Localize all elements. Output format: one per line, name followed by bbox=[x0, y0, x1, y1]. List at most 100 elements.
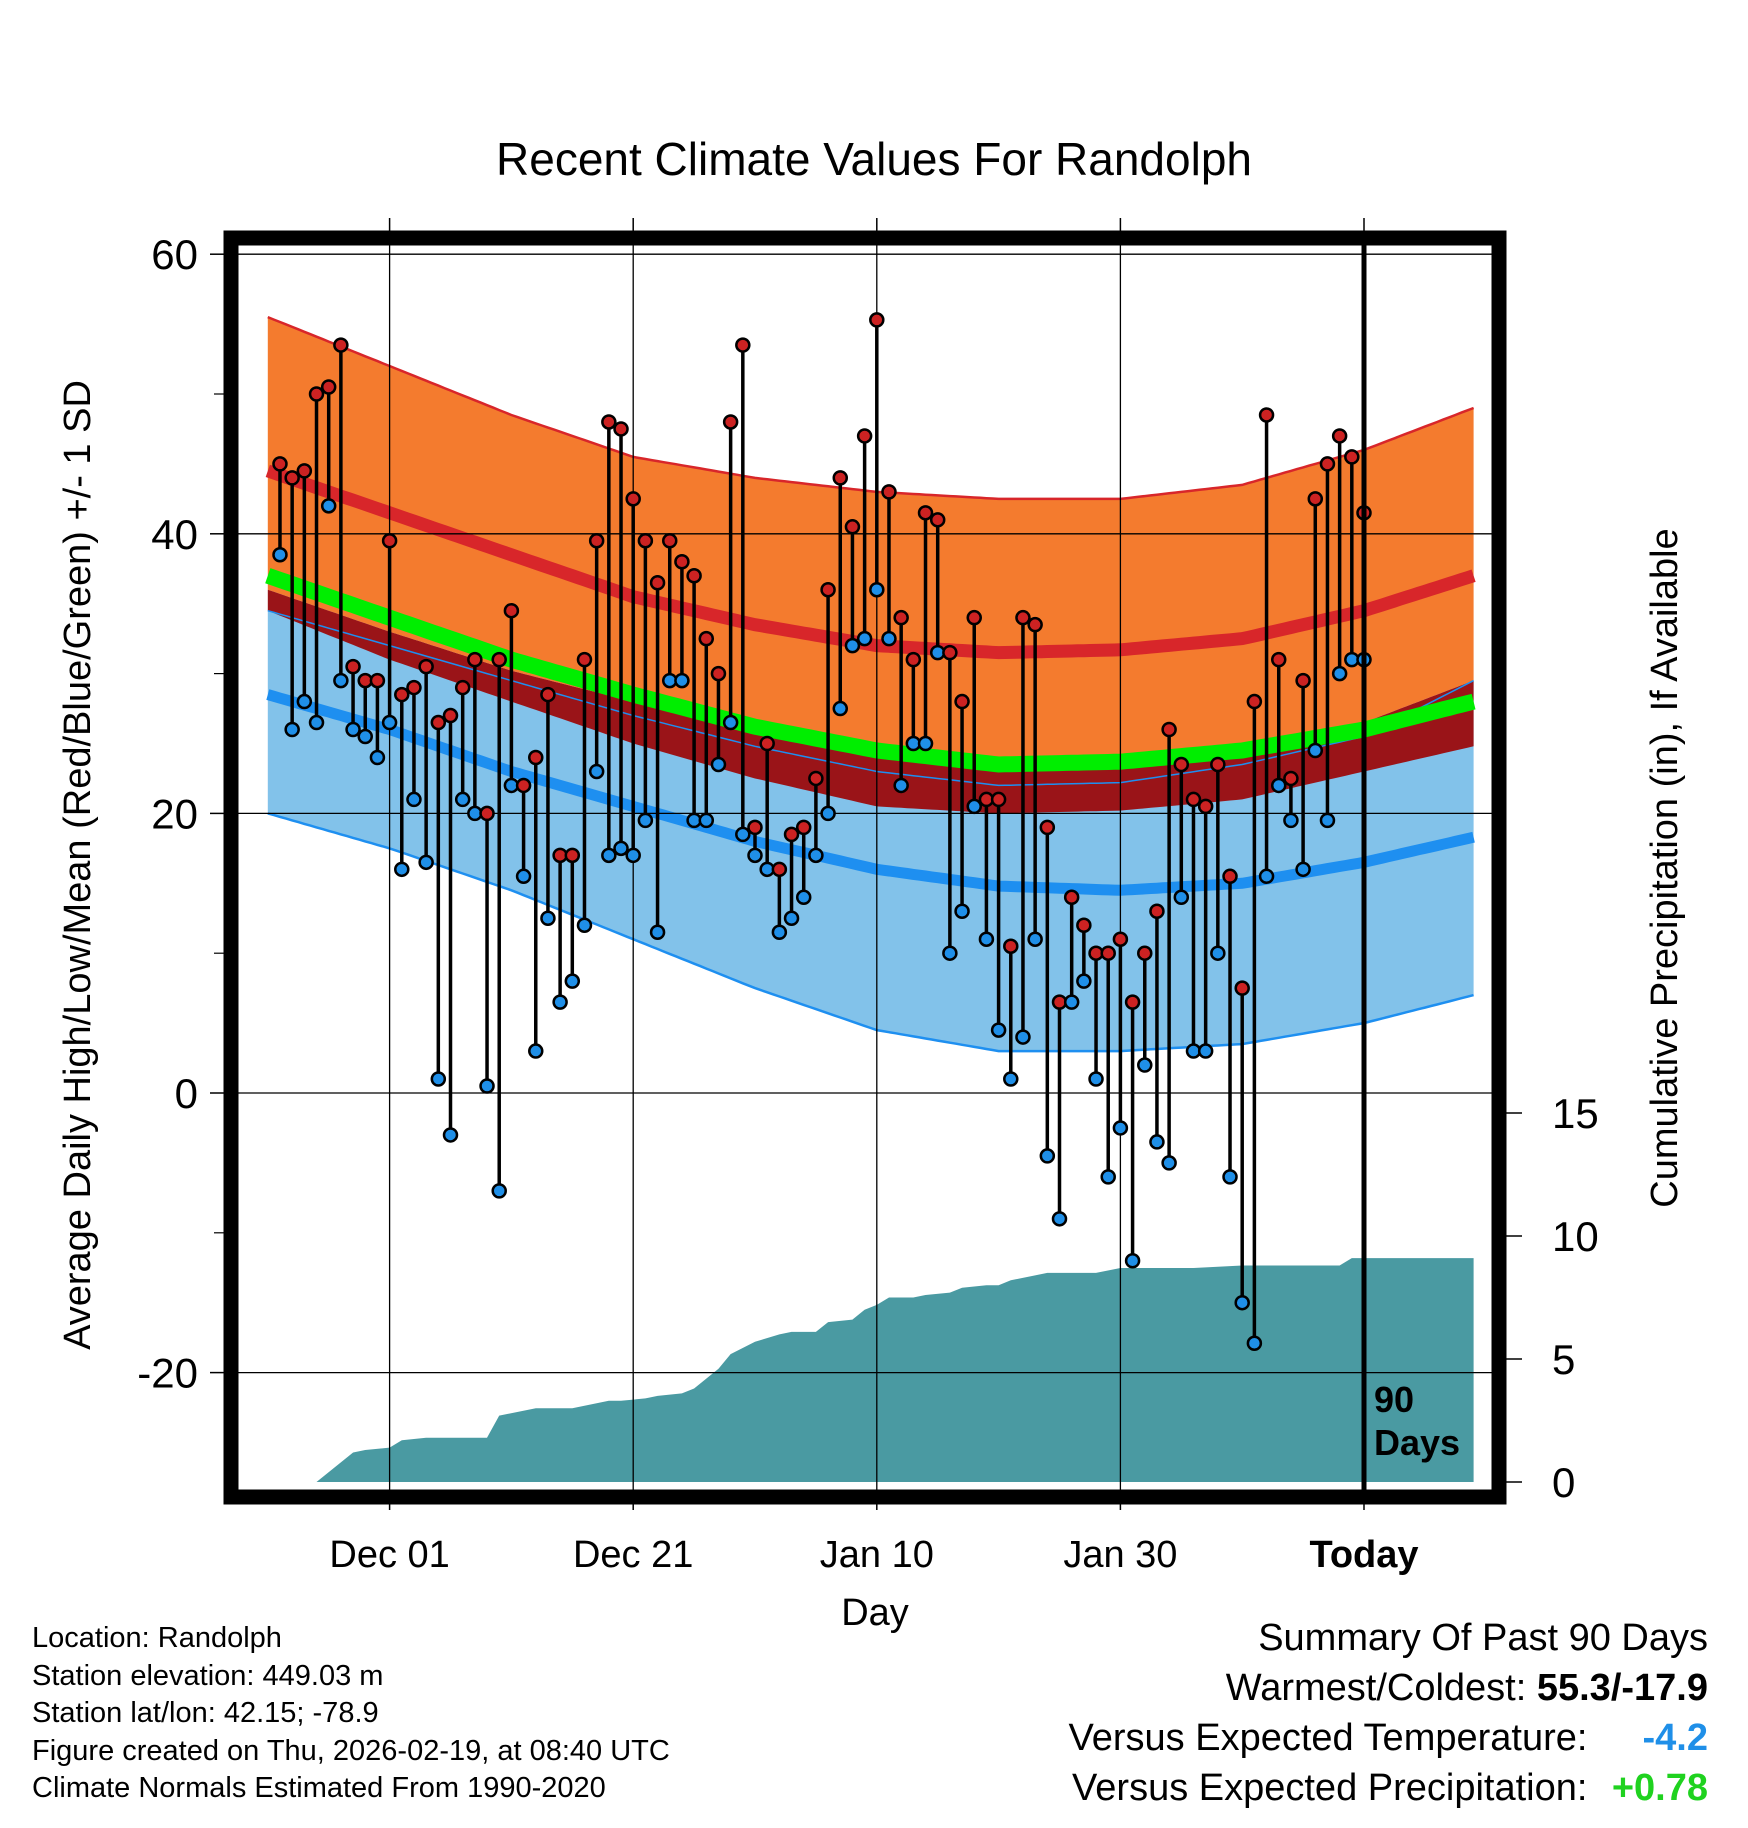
low-point bbox=[990, 1022, 1007, 1038]
low-point bbox=[1063, 994, 1080, 1010]
left-tick-label: 40 bbox=[151, 511, 198, 558]
high-point bbox=[1149, 903, 1165, 920]
high-point bbox=[308, 386, 325, 402]
high-point bbox=[333, 337, 349, 353]
high-point bbox=[515, 777, 532, 794]
low-point bbox=[795, 889, 812, 906]
right-tick-label: 15 bbox=[1552, 1090, 1599, 1137]
low-point bbox=[820, 805, 836, 822]
high-point bbox=[601, 414, 617, 430]
high-point bbox=[491, 651, 507, 668]
low-point bbox=[1295, 861, 1311, 878]
low-point bbox=[649, 924, 666, 940]
low-point bbox=[808, 847, 824, 864]
high-point bbox=[1076, 917, 1092, 933]
low-point bbox=[722, 714, 739, 731]
low-point bbox=[1076, 973, 1092, 989]
summary-panel: Summary Of Past 90 Days Warmest/Coldest:… bbox=[1069, 1613, 1708, 1813]
low-point bbox=[1283, 812, 1299, 829]
low-point bbox=[1015, 1029, 1031, 1045]
low-point bbox=[1112, 1120, 1129, 1136]
high-point bbox=[430, 714, 447, 731]
high-point bbox=[869, 312, 885, 328]
low-point bbox=[747, 847, 763, 864]
x-tick-label: Dec 01 bbox=[329, 1534, 449, 1576]
precipitation-value: +0.78 bbox=[1611, 1767, 1708, 1809]
high-point bbox=[1112, 931, 1129, 947]
low-upper-edge bbox=[267, 609, 1474, 787]
warmest-coldest-value: 55.3/-17.9 bbox=[1536, 1667, 1708, 1709]
low-point bbox=[856, 630, 873, 647]
high-point bbox=[479, 805, 495, 822]
low-point bbox=[637, 812, 654, 829]
low-point bbox=[966, 798, 982, 815]
low-point bbox=[454, 791, 471, 808]
high-point bbox=[369, 672, 386, 689]
high-point bbox=[735, 337, 751, 353]
x-tick-label: Dec 21 bbox=[573, 1534, 693, 1576]
low-point bbox=[1307, 742, 1324, 759]
low-point bbox=[418, 854, 434, 871]
low-point bbox=[1088, 1071, 1104, 1087]
high-point bbox=[625, 491, 641, 507]
low-point bbox=[442, 1127, 459, 1143]
high-point bbox=[503, 602, 520, 619]
low-point bbox=[1173, 889, 1190, 906]
precipitation-area bbox=[316, 1258, 1474, 1482]
precipitation-label: Versus Expected Precipitation: bbox=[1072, 1767, 1588, 1809]
temperature-label: Versus Expected Temperature: bbox=[1068, 1717, 1588, 1759]
low-point bbox=[1246, 1335, 1263, 1351]
x-tick-label: Jan 10 bbox=[820, 1534, 934, 1576]
high-point bbox=[661, 533, 678, 549]
low-point bbox=[698, 812, 715, 829]
high-point bbox=[1039, 819, 1056, 836]
x-tick-label: Jan 30 bbox=[1063, 1534, 1177, 1576]
low-point bbox=[783, 910, 800, 926]
low-point bbox=[1270, 777, 1287, 794]
low-point bbox=[333, 672, 349, 689]
low-point bbox=[515, 868, 532, 885]
high-point bbox=[856, 428, 873, 444]
low-point bbox=[540, 910, 556, 926]
right-axis-title: Cumulative Precipitation (in), If Availa… bbox=[1644, 528, 1686, 1207]
high-point bbox=[442, 707, 459, 724]
plot-area bbox=[224, 245, 1492, 1490]
high-point bbox=[467, 651, 483, 668]
high-point bbox=[1234, 980, 1250, 996]
low-point bbox=[381, 714, 398, 731]
warmest-coldest-label: Warmest/Coldest: bbox=[1225, 1667, 1537, 1709]
high-point bbox=[698, 630, 715, 647]
high-point bbox=[540, 686, 556, 703]
high-point bbox=[1283, 770, 1299, 787]
left-tick-label: 20 bbox=[151, 790, 198, 837]
high-point bbox=[954, 693, 970, 710]
left-axis-title: Average Daily High/Low/Mean (Red/Blue/Gr… bbox=[57, 380, 99, 1350]
high-point bbox=[613, 421, 629, 437]
low-point bbox=[1222, 1169, 1238, 1185]
high-point bbox=[1197, 798, 1214, 815]
low-point bbox=[369, 749, 386, 766]
low-point bbox=[357, 728, 373, 745]
high-point bbox=[418, 658, 434, 675]
low-point bbox=[613, 840, 629, 857]
left-tick-label: 0 bbox=[175, 1070, 198, 1117]
high-point bbox=[1003, 938, 1019, 954]
low-point bbox=[674, 672, 690, 689]
today-label-90: 90 bbox=[1374, 1379, 1414, 1420]
low-point bbox=[430, 1071, 447, 1087]
low-point bbox=[1003, 1071, 1019, 1087]
high-point bbox=[942, 644, 958, 661]
high-point bbox=[1015, 609, 1031, 626]
right-tick-label: 10 bbox=[1552, 1213, 1599, 1260]
high-point bbox=[406, 679, 422, 696]
high-point bbox=[1185, 791, 1202, 808]
low-point bbox=[394, 861, 410, 878]
high-point bbox=[1173, 756, 1190, 773]
high-point bbox=[576, 651, 593, 668]
high-point bbox=[637, 533, 654, 549]
low-point bbox=[954, 903, 970, 920]
today-label-days: Days bbox=[1374, 1422, 1460, 1463]
low-point bbox=[1027, 931, 1043, 947]
low-point bbox=[1039, 1148, 1056, 1164]
plot-frame bbox=[223, 230, 1507, 1505]
